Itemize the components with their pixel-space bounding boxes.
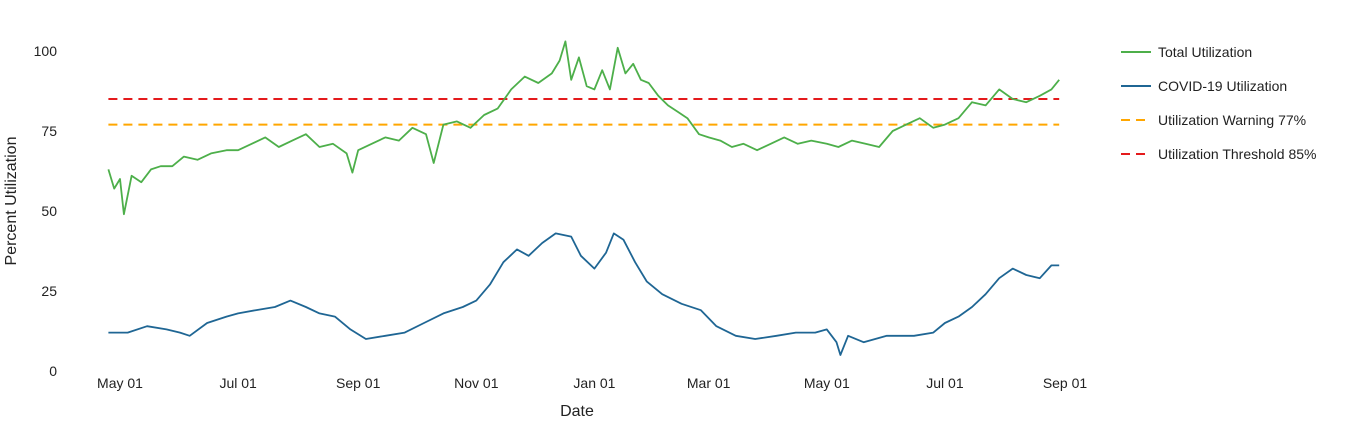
y-axis-ticks: 0 25 50 75 100 — [34, 43, 58, 379]
x-tick-label: May 01 — [97, 375, 143, 391]
plot-area — [107, 40, 1060, 356]
x-tick-label: Mar 01 — [687, 375, 731, 391]
series-line-2 — [108, 232, 1060, 356]
legend: Total Utilization COVID-19 Utilization Uti… — [1121, 44, 1317, 162]
legend-label: COVID-19 Utilization — [1158, 78, 1287, 94]
x-axis-ticks: May 01 Jul 01 Sep 01 Nov 01 Jan 01 Mar 01 May … — [97, 375, 1087, 391]
y-tick-label: 75 — [41, 123, 57, 139]
x-tick-label: Nov 01 — [454, 375, 499, 391]
series-line-1 — [107, 40, 1060, 216]
x-tick-label: May 01 — [804, 375, 850, 391]
x-axis-title: Date — [560, 403, 594, 420]
legend-label: Total Utilization — [1158, 44, 1252, 60]
x-tick-label: Jan 01 — [573, 375, 615, 391]
y-tick-label: 100 — [34, 43, 58, 59]
legend-label: Utilization Threshold 85% — [1158, 146, 1317, 162]
x-tick-label: Jul 01 — [926, 375, 964, 391]
y-tick-label: 0 — [49, 363, 57, 379]
y-tick-label: 50 — [41, 203, 57, 219]
y-tick-label: 25 — [41, 283, 57, 299]
x-tick-label: Jul 01 — [219, 375, 257, 391]
x-tick-label: Sep 01 — [336, 375, 381, 391]
y-axis-title: Percent Utilization — [3, 137, 20, 266]
x-tick-label: Sep 01 — [1043, 375, 1088, 391]
legend-label: Utilization Warning 77% — [1158, 112, 1306, 128]
